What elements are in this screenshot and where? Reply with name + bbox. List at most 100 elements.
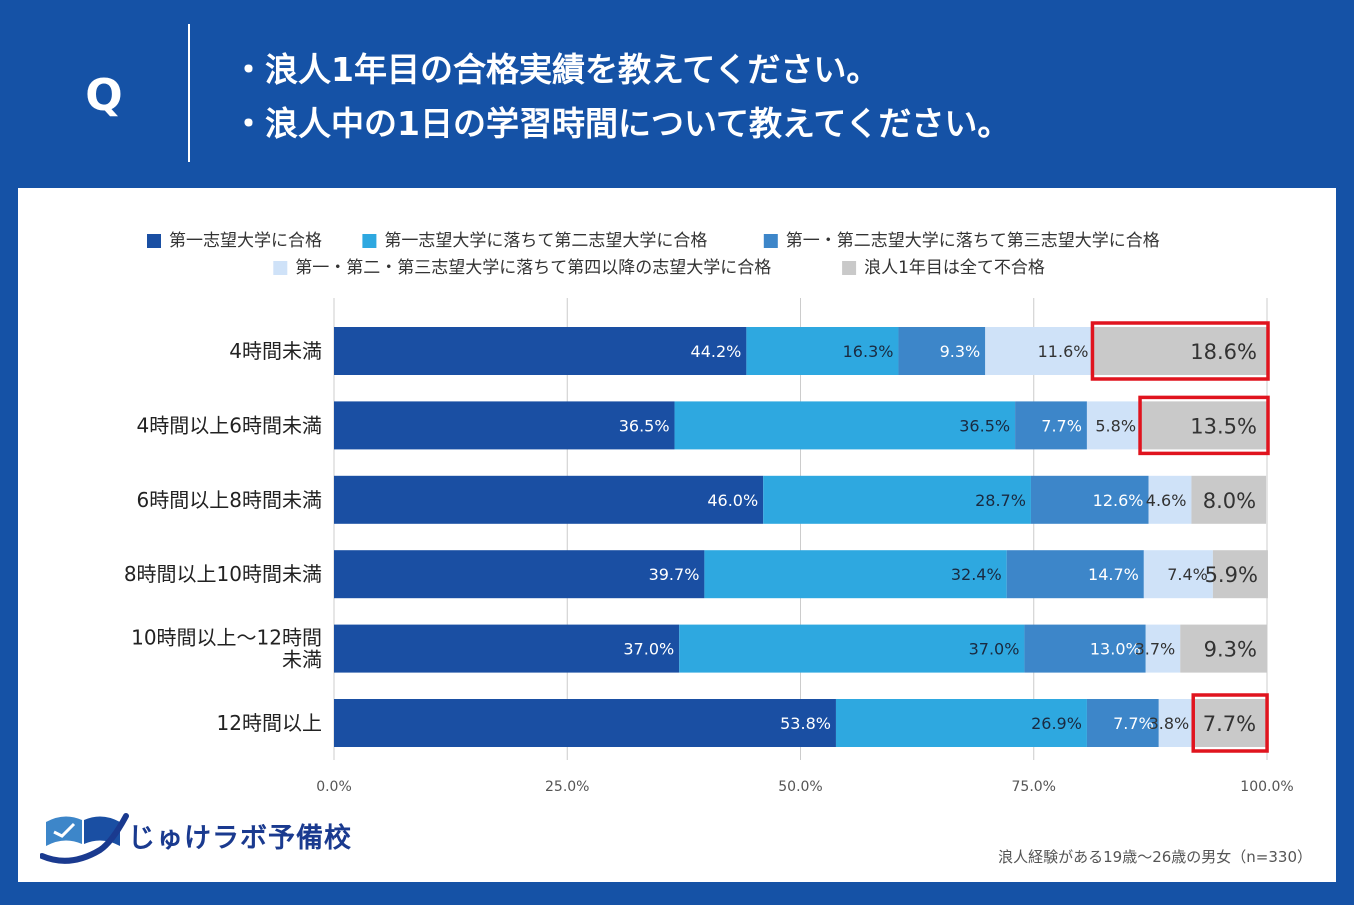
category-label-line: 12時間以上: [217, 711, 322, 735]
bar-segment-1-1: [334, 327, 747, 375]
legend-swatch-5: [842, 261, 857, 275]
bar-segment-5-5: [1180, 624, 1267, 673]
data-label-1-3: 9.3%: [940, 342, 981, 361]
bar-segment-3-5: [1191, 475, 1267, 524]
legend-swatch-2: [362, 234, 377, 248]
category-label-line: 6時間以上8時間未満: [137, 488, 322, 512]
data-label-1-4: 11.6%: [1038, 342, 1089, 361]
data-label-3-3: 12.6%: [1093, 491, 1144, 510]
category-label-2: 4時間以上6時間未満: [137, 413, 322, 437]
data-label-3-4: 4.6%: [1146, 491, 1187, 510]
data-label-6-1: 53.8%: [780, 714, 831, 733]
highlight-box-6: [1191, 693, 1269, 753]
x-tick-label-3: 75.0%: [1012, 779, 1056, 795]
bar-segment-4-2: [704, 550, 1007, 599]
bar-segment-1-2: [746, 327, 899, 375]
stacked-bar-chart: 第一志望大学に合格 第一志望大学に落ちて第二志望大学に合格 第一・第二志望大学に落ち…: [124, 231, 1294, 795]
category-label-3: 6時間以上8時間未満: [137, 488, 322, 512]
x-tick-label-4: 100.0%: [1240, 779, 1293, 795]
data-label-1-2: 16.3%: [843, 342, 894, 361]
x-tick-label-0: 0.0%: [316, 779, 352, 795]
category-label-line: 4時間未満: [229, 339, 322, 363]
header-band: Q ・浪人1年目の合格実績を教えてください。 ・浪人中の1日の学習時間について教…: [0, 0, 1354, 188]
data-label-3-5: 8.0%: [1203, 489, 1256, 513]
bar-segment-3-4: [1148, 475, 1192, 524]
data-label-4-2: 32.4%: [951, 565, 1002, 584]
book-logo-icon: [39, 813, 129, 864]
data-label-5-5: 9.3%: [1204, 638, 1257, 662]
data-label-5-4: 3.7%: [1135, 640, 1176, 659]
question-line-1: ・浪人1年目の合格実績を教えてください。: [232, 50, 880, 89]
data-label-4-4: 7.4%: [1167, 565, 1208, 584]
bar-segment-5-4: [1145, 624, 1181, 673]
category-label-1: 4時間未満: [229, 339, 322, 363]
bar-segment-5-1: [334, 624, 680, 673]
data-label-3-1: 46.0%: [707, 491, 758, 510]
data-label-2-2: 36.5%: [959, 416, 1010, 435]
data-label-1-5: 18.6%: [1190, 340, 1257, 364]
bar-segment-6-2: [835, 699, 1087, 747]
bar-segment-4-1: [334, 550, 705, 599]
brand-name: じゅけラボ予備校: [128, 823, 352, 854]
legend-label-3: 第一・第二志望大学に落ちて第三志望大学に合格: [786, 231, 1160, 251]
category-label-line: 未満: [282, 648, 322, 672]
highlight-box-2: [1138, 395, 1270, 456]
bar-segment-2-4: [1086, 401, 1142, 450]
bar-segment-4-3: [1006, 550, 1144, 599]
legend-label-4: 第一・第二・第三志望大学に落ちて第四以降の志望大学に合格: [295, 258, 771, 278]
category-label-4: 8時間以上10時間未満: [124, 562, 322, 586]
data-label-4-3: 14.7%: [1088, 565, 1139, 584]
q-label: Q: [85, 70, 123, 121]
category-label-line: 10時間以上～12時間: [131, 626, 322, 650]
category-label-line: 4時間以上6時間未満: [137, 413, 322, 437]
bar-segment-2-2: [674, 401, 1016, 450]
sample-footnote: 浪人経験がある19歳～26歳の男女（n=330）: [998, 848, 1312, 866]
data-label-1-1: 44.2%: [691, 342, 742, 361]
bar-segment-6-1: [334, 699, 836, 747]
x-tick-label-2: 50.0%: [778, 779, 822, 795]
bar-segment-4-4: [1143, 550, 1213, 599]
data-label-5-2: 37.0%: [969, 640, 1020, 659]
legend-label-1: 第一志望大学に合格: [169, 231, 322, 251]
bar-segment-3-1: [334, 475, 764, 524]
data-label-4-5: 5.9%: [1205, 563, 1258, 587]
category-label-line: 8時間以上10時間未満: [124, 562, 322, 586]
bar-segment-5-3: [1024, 624, 1146, 673]
legend-swatch-1: [147, 234, 161, 248]
highlight-box-1: [1090, 321, 1270, 381]
data-label-3-2: 28.7%: [975, 491, 1026, 510]
chart-panel: 第一志望大学に合格 第一志望大学に落ちて第二志望大学に合格 第一・第二志望大学に落ち…: [18, 188, 1336, 882]
bar-segment-6-3: [1086, 699, 1159, 747]
bar-segment-1-3: [898, 327, 986, 375]
data-label-6-4: 3.8%: [1149, 714, 1190, 733]
data-label-4-1: 39.7%: [649, 565, 700, 584]
bar-segment-1-5: [1093, 327, 1267, 375]
bar-segment-3-2: [763, 475, 1031, 524]
x-tick-label-1: 25.0%: [545, 779, 589, 795]
data-label-6-2: 26.9%: [1031, 714, 1082, 733]
data-label-5-1: 37.0%: [623, 640, 674, 659]
bar-segment-2-3: [1015, 401, 1087, 450]
legend-swatch-3: [763, 234, 778, 248]
bar-segment-6-4: [1158, 699, 1195, 747]
bar-segment-3-3: [1030, 475, 1149, 524]
bar-segment-2-5: [1141, 401, 1267, 450]
bar-segment-4-5: [1212, 550, 1268, 599]
brand-logo: じゅけラボ予備校: [39, 806, 370, 870]
legend-label-5: 浪人1年目は全て不合格: [864, 258, 1045, 278]
question-line-2: ・浪人中の1日の学習時間について教えてください。: [232, 104, 1011, 143]
data-label-2-4: 5.8%: [1095, 416, 1136, 435]
data-label-5-3: 13.0%: [1090, 640, 1141, 659]
bar-segment-6-5: [1194, 699, 1267, 747]
data-label-6-3: 7.7%: [1113, 714, 1154, 733]
bar-segment-5-2: [679, 624, 1025, 673]
legend-label-2: 第一志望大学に落ちて第二志望大学に合格: [384, 231, 707, 251]
data-label-2-5: 13.5%: [1190, 414, 1257, 438]
data-label-2-3: 7.7%: [1041, 416, 1082, 435]
bar-segment-1-4: [985, 327, 1094, 375]
header-divider: [188, 24, 190, 162]
data-label-6-5: 7.7%: [1203, 712, 1256, 736]
legend-swatch-4: [273, 261, 288, 275]
data-label-2-1: 36.5%: [619, 416, 670, 435]
